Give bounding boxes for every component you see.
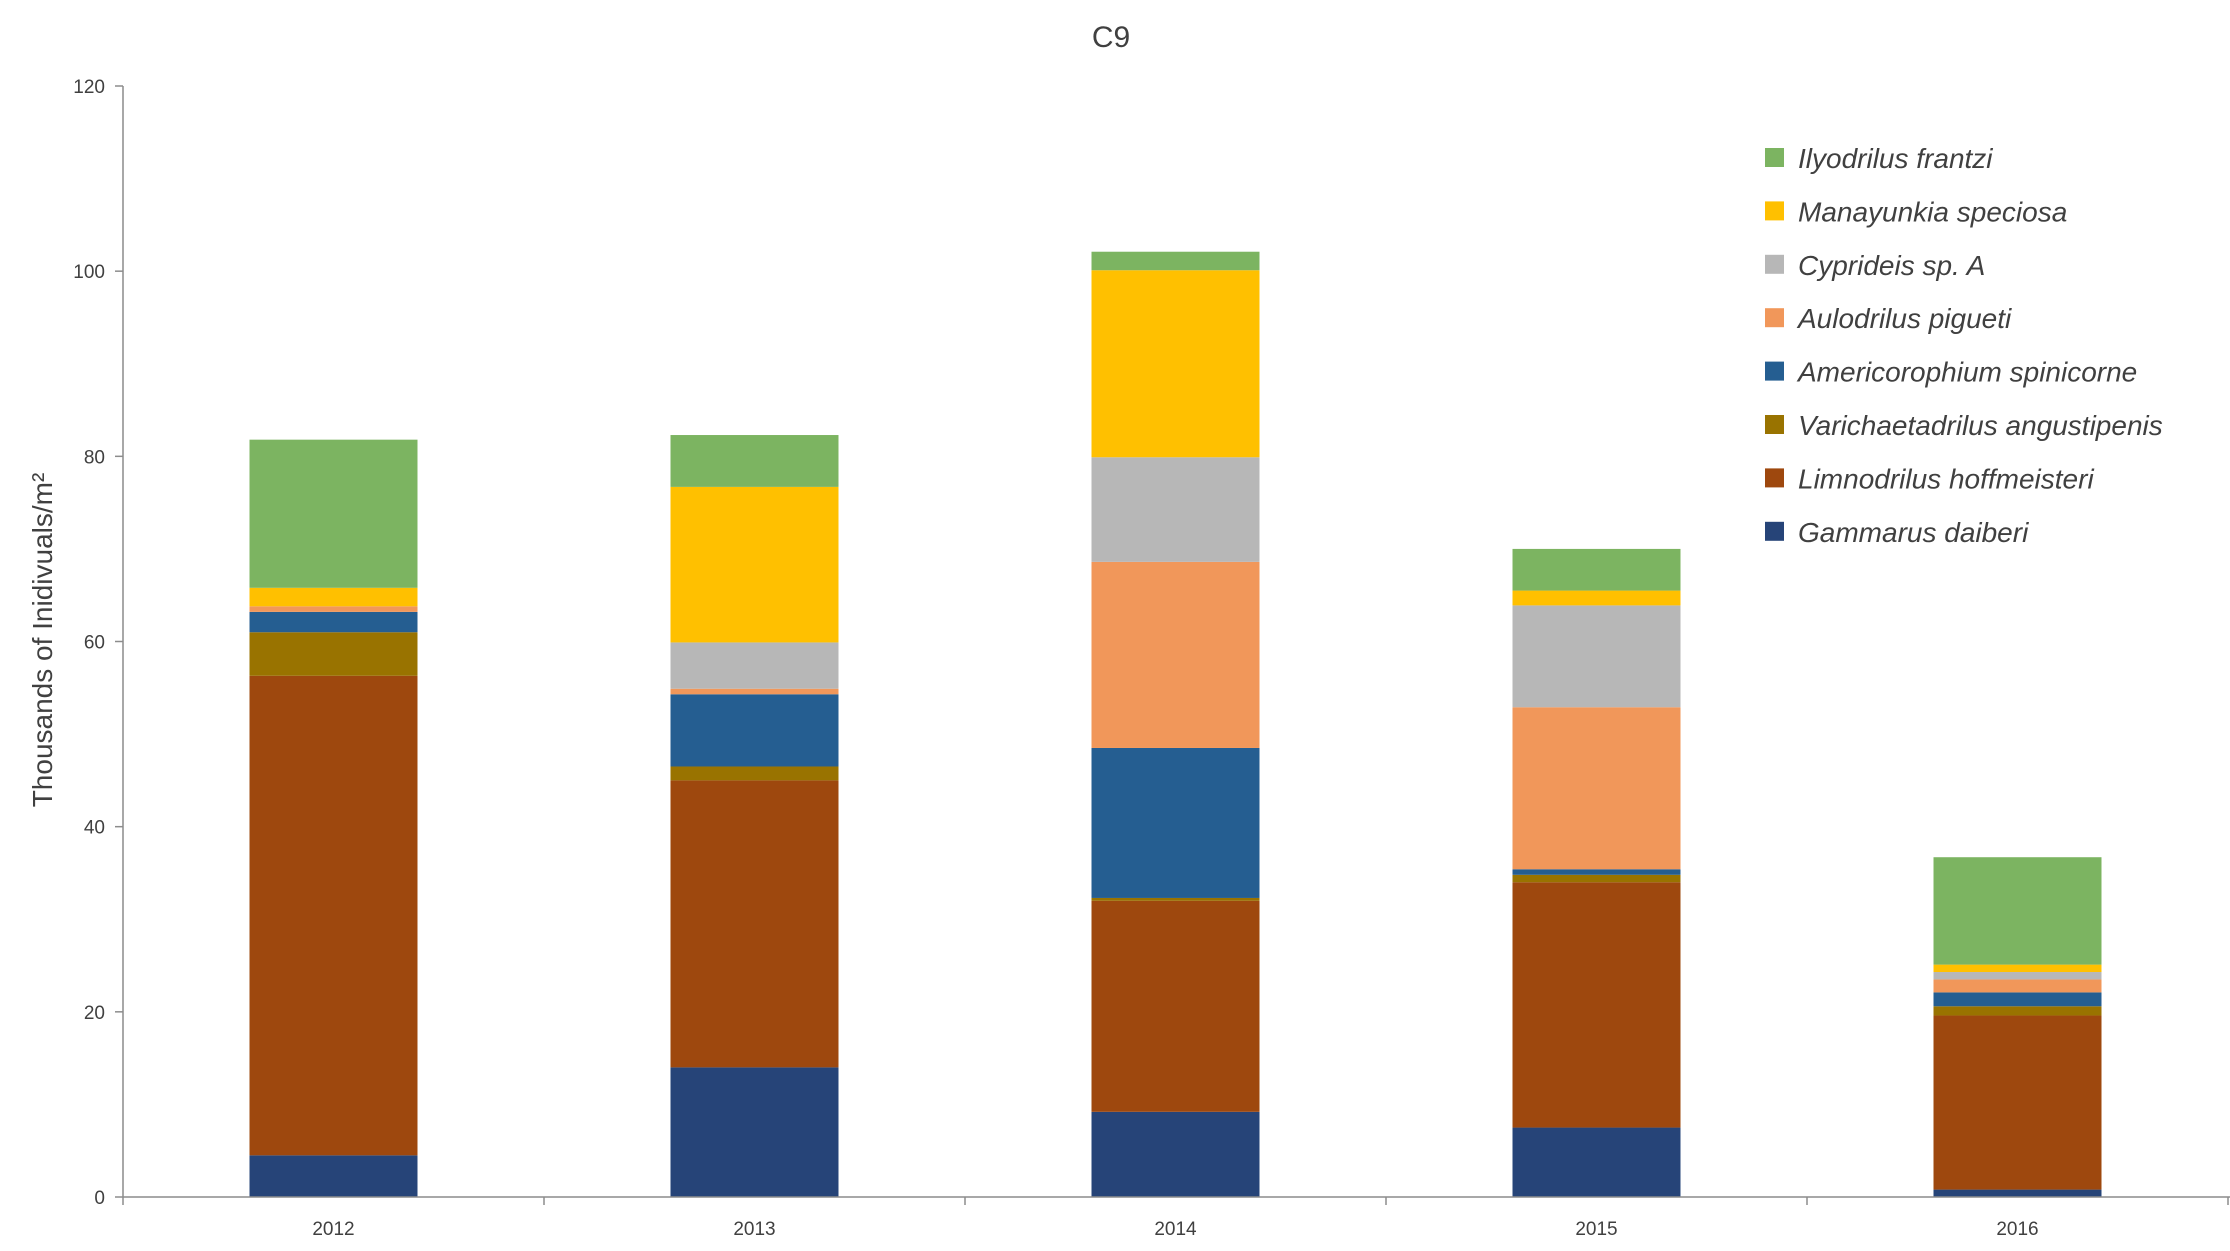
y-tick-label: 40 [84, 818, 105, 839]
bar-segment [670, 1067, 839, 1197]
legend-swatch [1765, 361, 1784, 381]
bar-segment [1091, 747, 1260, 898]
legend: Ilyodrilus frantzi Manayunkia speciosa Cyp… [1765, 143, 2163, 548]
bar-segment [1091, 897, 1260, 901]
bar-segment [1933, 992, 2102, 1007]
y-axis: 0 20 40 60 80 100 120 [73, 77, 124, 1209]
legend-swatch [1765, 468, 1784, 488]
legend-item: Limnodrilus hoffmeisteri [1765, 463, 2094, 494]
y-tick-label: 0 [94, 1188, 105, 1209]
legend-item: Varichaetadrilus angustipenis [1765, 410, 2163, 441]
legend-item: Manayunkia speciosa [1765, 196, 2067, 227]
bar-segment [1933, 972, 2102, 980]
y-tick-label: 120 [73, 77, 105, 98]
bar-segment [1933, 1189, 2102, 1197]
legend-label: Limnodrilus hoffmeisteri [1798, 463, 2094, 494]
bar-segment [249, 632, 418, 676]
bar-segment [1512, 1127, 1681, 1197]
y-tick-label: 80 [84, 447, 105, 468]
legend-swatch [1765, 308, 1784, 328]
x-tick-label: 2015 [1575, 1219, 1617, 1240]
legend-label: Varichaetadrilus angustipenis [1798, 410, 2163, 441]
bar-segment [670, 642, 839, 689]
bar-segment [1933, 1015, 2102, 1190]
bar-stack-2015 [1512, 548, 1681, 1197]
legend-label: Americorophium spinicorne [1796, 357, 2137, 388]
legend-swatch [1765, 201, 1784, 221]
bar-segment [1512, 882, 1681, 1128]
bar-segment [1091, 900, 1260, 1112]
bar-segment [1933, 857, 2102, 965]
bar-segment [249, 587, 418, 607]
bar-stack-2012 [249, 439, 418, 1197]
bar-segment [670, 486, 839, 643]
y-axis-title: Thousands of Inidivuals/m² [27, 473, 58, 808]
bar-segment [249, 1155, 418, 1197]
legend-item: Aulodrilus pigueti [1765, 303, 2012, 334]
legend-label: Gammarus daiberi [1798, 517, 2029, 548]
legend-label: Ilyodrilus frantzi [1798, 143, 1993, 174]
bar-segment [670, 435, 839, 487]
chart-title: C9 [1092, 21, 1130, 54]
bar-segment [249, 439, 418, 588]
bar-segment [1512, 707, 1681, 870]
y-tick-label: 60 [84, 633, 105, 654]
bar-segment [1512, 605, 1681, 708]
bar-segment [670, 780, 839, 1068]
legend-item: Gammarus daiberi [1765, 517, 2029, 548]
x-tick-label: 2012 [312, 1219, 354, 1240]
bar-segment [1512, 874, 1681, 883]
legend-item: Americorophium spinicorne [1765, 357, 2137, 388]
legend-label: Manayunkia speciosa [1798, 196, 2067, 227]
legend-label: Cyprideis sp. A [1798, 250, 1985, 281]
bar-segment [1512, 590, 1681, 606]
bar-stack-2014 [1091, 251, 1260, 1197]
bar-stack-2013 [670, 435, 839, 1197]
bar-stack-2016 [1933, 857, 2102, 1197]
bar-segment [670, 694, 839, 767]
bar-segment [249, 611, 418, 633]
bar-segment [249, 606, 418, 612]
bar-segment [1091, 457, 1260, 562]
bar-segment [1933, 964, 2102, 973]
legend-swatch [1765, 415, 1784, 434]
x-tick-label: 2016 [1996, 1219, 2038, 1240]
bar-segment [670, 766, 839, 781]
bar-segment [1933, 1006, 2102, 1016]
legend-swatch [1765, 521, 1784, 541]
y-tick-label: 100 [73, 262, 105, 283]
legend-item: Ilyodrilus frantzi [1765, 143, 1993, 174]
bar-segment [1091, 1111, 1260, 1197]
x-tick-label: 2013 [733, 1219, 775, 1240]
x-tick-label: 2014 [1154, 1219, 1197, 1240]
x-axis: 2012 2013 2014 2015 2016 [122, 1196, 2230, 1240]
bar-segment [1091, 270, 1260, 458]
plot-area [249, 251, 2102, 1197]
bar-segment [249, 675, 418, 1156]
y-tick-label: 20 [84, 1003, 105, 1024]
bar-segment [1512, 869, 1681, 875]
bar-segment [670, 688, 839, 695]
legend-item: Cyprideis sp. A [1765, 250, 1985, 281]
bar-segment [1512, 548, 1681, 591]
bar-segment [1933, 979, 2102, 993]
bar-segment [1091, 561, 1260, 748]
legend-swatch [1765, 148, 1784, 167]
bar-segment [1091, 251, 1260, 271]
legend-swatch [1765, 254, 1784, 274]
legend-label: Aulodrilus pigueti [1796, 303, 2012, 334]
